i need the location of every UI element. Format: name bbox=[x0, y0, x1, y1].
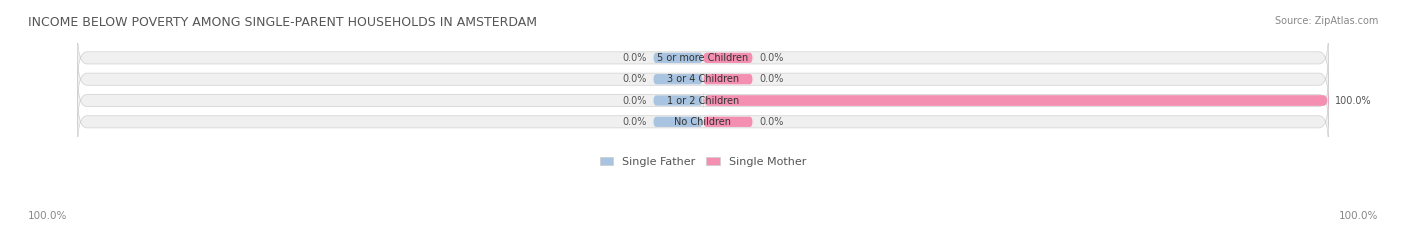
FancyBboxPatch shape bbox=[652, 74, 703, 85]
FancyBboxPatch shape bbox=[652, 95, 703, 106]
FancyBboxPatch shape bbox=[703, 52, 754, 63]
FancyBboxPatch shape bbox=[703, 116, 754, 127]
FancyBboxPatch shape bbox=[652, 116, 703, 127]
Text: 0.0%: 0.0% bbox=[623, 53, 647, 63]
FancyBboxPatch shape bbox=[652, 52, 703, 63]
Text: INCOME BELOW POVERTY AMONG SINGLE-PARENT HOUSEHOLDS IN AMSTERDAM: INCOME BELOW POVERTY AMONG SINGLE-PARENT… bbox=[28, 16, 537, 29]
Text: 1 or 2 Children: 1 or 2 Children bbox=[666, 96, 740, 106]
Text: 100.0%: 100.0% bbox=[1334, 96, 1371, 106]
Text: 5 or more Children: 5 or more Children bbox=[658, 53, 748, 63]
Text: 3 or 4 Children: 3 or 4 Children bbox=[666, 74, 740, 84]
Text: No Children: No Children bbox=[675, 117, 731, 127]
FancyBboxPatch shape bbox=[77, 75, 1329, 127]
Text: 0.0%: 0.0% bbox=[759, 53, 783, 63]
Text: 100.0%: 100.0% bbox=[28, 211, 67, 221]
FancyBboxPatch shape bbox=[703, 74, 754, 85]
Text: 0.0%: 0.0% bbox=[759, 117, 783, 127]
FancyBboxPatch shape bbox=[77, 53, 1329, 105]
Text: 0.0%: 0.0% bbox=[759, 74, 783, 84]
Text: 0.0%: 0.0% bbox=[623, 74, 647, 84]
Text: 0.0%: 0.0% bbox=[623, 117, 647, 127]
Legend: Single Father, Single Mother: Single Father, Single Mother bbox=[600, 157, 806, 167]
FancyBboxPatch shape bbox=[77, 32, 1329, 84]
Text: 100.0%: 100.0% bbox=[1339, 211, 1378, 221]
Text: Source: ZipAtlas.com: Source: ZipAtlas.com bbox=[1274, 16, 1378, 26]
FancyBboxPatch shape bbox=[703, 89, 1329, 112]
FancyBboxPatch shape bbox=[77, 96, 1329, 148]
Text: 0.0%: 0.0% bbox=[623, 96, 647, 106]
